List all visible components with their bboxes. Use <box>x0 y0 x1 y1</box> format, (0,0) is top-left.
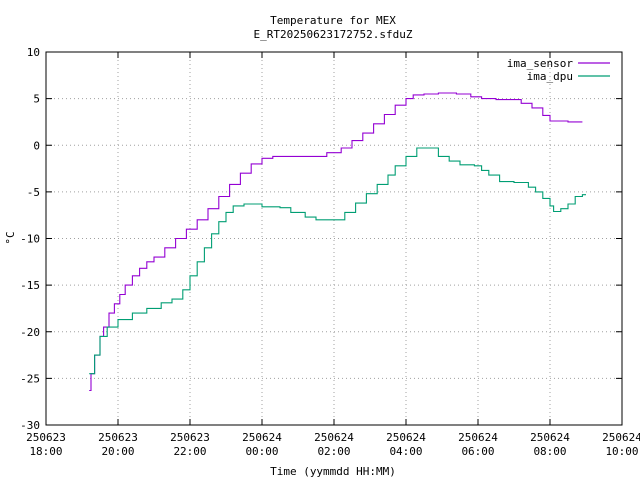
x-tick-label-date: 250624 <box>314 431 354 444</box>
x-tick-label-time: 10:00 <box>605 445 638 458</box>
y-tick-label: -5 <box>27 186 40 199</box>
series-line-ima-sensor <box>89 92 583 392</box>
y-tick-label: -20 <box>20 326 40 339</box>
legend-label-ima-sensor: ima_sensor <box>507 57 574 70</box>
y-tick-label: -10 <box>20 233 40 246</box>
x-tick-label-date: 250623 <box>98 431 138 444</box>
x-tick-label-time: 00:00 <box>245 445 278 458</box>
series-line-ima-dpu <box>89 147 586 375</box>
y-tick-label: -25 <box>20 372 40 385</box>
legend-label-ima-dpu: ima_dpu <box>527 70 573 83</box>
chart-subtitle: E_RT20250623172752.sfduZ <box>254 28 413 41</box>
chart-title: Temperature for MEX <box>270 14 396 27</box>
x-axis-label: Time (yymmdd HH:MM) <box>270 465 396 478</box>
grid <box>46 52 622 425</box>
x-tick-label-time: 08:00 <box>533 445 566 458</box>
y-axis-label: °C <box>4 231 17 244</box>
y-tick-label: -15 <box>20 279 40 292</box>
legend: ima_sensor ima_dpu <box>507 57 610 83</box>
x-tick-label-time: 02:00 <box>317 445 350 458</box>
x-tick-label-time: 06:00 <box>461 445 494 458</box>
x-tick-label-time: 20:00 <box>101 445 134 458</box>
x-tick-label-date: 250624 <box>458 431 498 444</box>
y-tick-label: 0 <box>33 139 40 152</box>
y-tick-label: 10 <box>27 46 40 59</box>
x-tick-label-date: 250624 <box>242 431 282 444</box>
x-tick-label-date: 250624 <box>530 431 570 444</box>
x-tick-label-time: 18:00 <box>29 445 62 458</box>
x-tick-label-date: 250623 <box>26 431 66 444</box>
y-tick-label: 5 <box>33 93 40 106</box>
x-tick-label-time: 22:00 <box>173 445 206 458</box>
plot-area <box>89 92 586 392</box>
x-tick-label-date: 250624 <box>386 431 426 444</box>
x-tick-label-time: 04:00 <box>389 445 422 458</box>
axis-ticks: -30-25-20-15-10-5051025062318:0025062320… <box>20 46 640 458</box>
y-tick-label: -30 <box>20 419 40 432</box>
x-tick-label-date: 250623 <box>170 431 210 444</box>
x-tick-label-date: 250624 <box>602 431 640 444</box>
plot-frame <box>45 51 623 426</box>
